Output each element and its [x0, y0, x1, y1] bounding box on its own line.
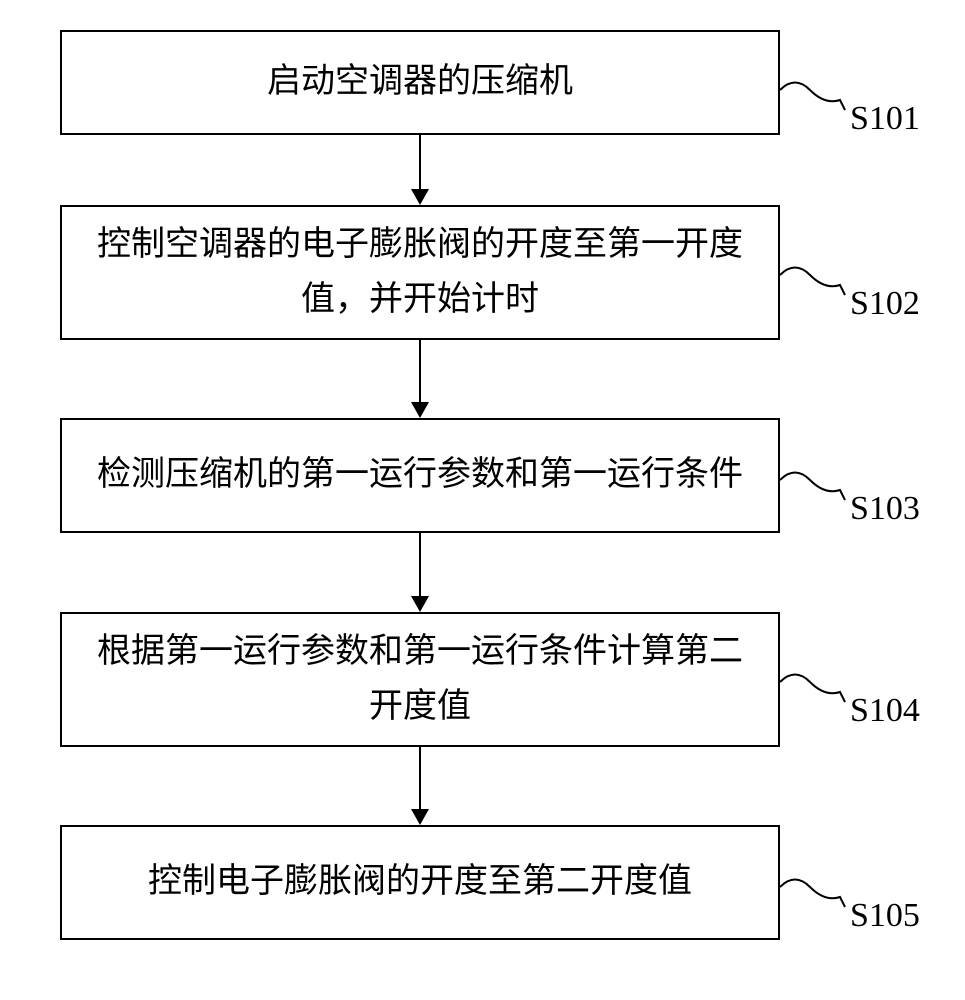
wave-connector [780, 460, 850, 510]
flowchart-arrow [411, 533, 429, 612]
step-label: S105 [850, 897, 920, 935]
arrow-line [419, 135, 421, 189]
arrow-line [419, 533, 421, 596]
arrow-line [419, 340, 421, 402]
flowchart-arrow [411, 340, 429, 418]
step-text: 检测压缩机的第一运行参数和第一运行条件 [97, 448, 743, 502]
arrow-head [411, 402, 429, 418]
wave-connector [780, 867, 850, 917]
step-label: S104 [850, 692, 920, 730]
arrow-line [419, 747, 421, 809]
flowchart-step-box: 检测压缩机的第一运行参数和第一运行条件 [60, 418, 780, 533]
step-line1: 控制空调器的电子膨胀阀的开度至第一开度 [97, 226, 743, 263]
flowchart-container: 启动空调器的压缩机 S101 控制空调器的电子膨胀阀的开度至第一开度 值，并开始… [0, 0, 965, 1000]
wave-connector [780, 255, 850, 305]
step-line1: 检测压缩机的第一运行参数和第一运行条件 [97, 456, 743, 493]
step-text: 控制电子膨胀阀的开度至第二开度值 [148, 855, 692, 909]
flowchart-step-box: 控制空调器的电子膨胀阀的开度至第一开度 值，并开始计时 [60, 205, 780, 340]
flowchart-step-box: 控制电子膨胀阀的开度至第二开度值 [60, 825, 780, 940]
step-text: 控制空调器的电子膨胀阀的开度至第一开度 值，并开始计时 [97, 218, 743, 327]
step-line1: 根据第一运行参数和第一运行条件计算第二 [97, 633, 743, 670]
step-text: 启动空调器的压缩机 [267, 55, 573, 109]
step-line2: 值，并开始计时 [301, 281, 539, 318]
step-label: S101 [850, 100, 920, 138]
wave-connector [780, 70, 850, 120]
flowchart-arrow [411, 747, 429, 825]
arrow-head [411, 809, 429, 825]
flowchart-arrow [411, 135, 429, 205]
step-line1: 控制电子膨胀阀的开度至第二开度值 [148, 863, 692, 900]
step-line2: 开度值 [369, 688, 471, 725]
step-line1: 启动空调器的压缩机 [267, 63, 573, 100]
flowchart-step-box: 根据第一运行参数和第一运行条件计算第二 开度值 [60, 612, 780, 747]
arrow-head [411, 596, 429, 612]
flowchart-step-box: 启动空调器的压缩机 [60, 30, 780, 135]
step-label: S103 [850, 490, 920, 528]
arrow-head [411, 189, 429, 205]
step-label: S102 [850, 285, 920, 323]
step-text: 根据第一运行参数和第一运行条件计算第二 开度值 [97, 625, 743, 734]
wave-connector [780, 662, 850, 712]
